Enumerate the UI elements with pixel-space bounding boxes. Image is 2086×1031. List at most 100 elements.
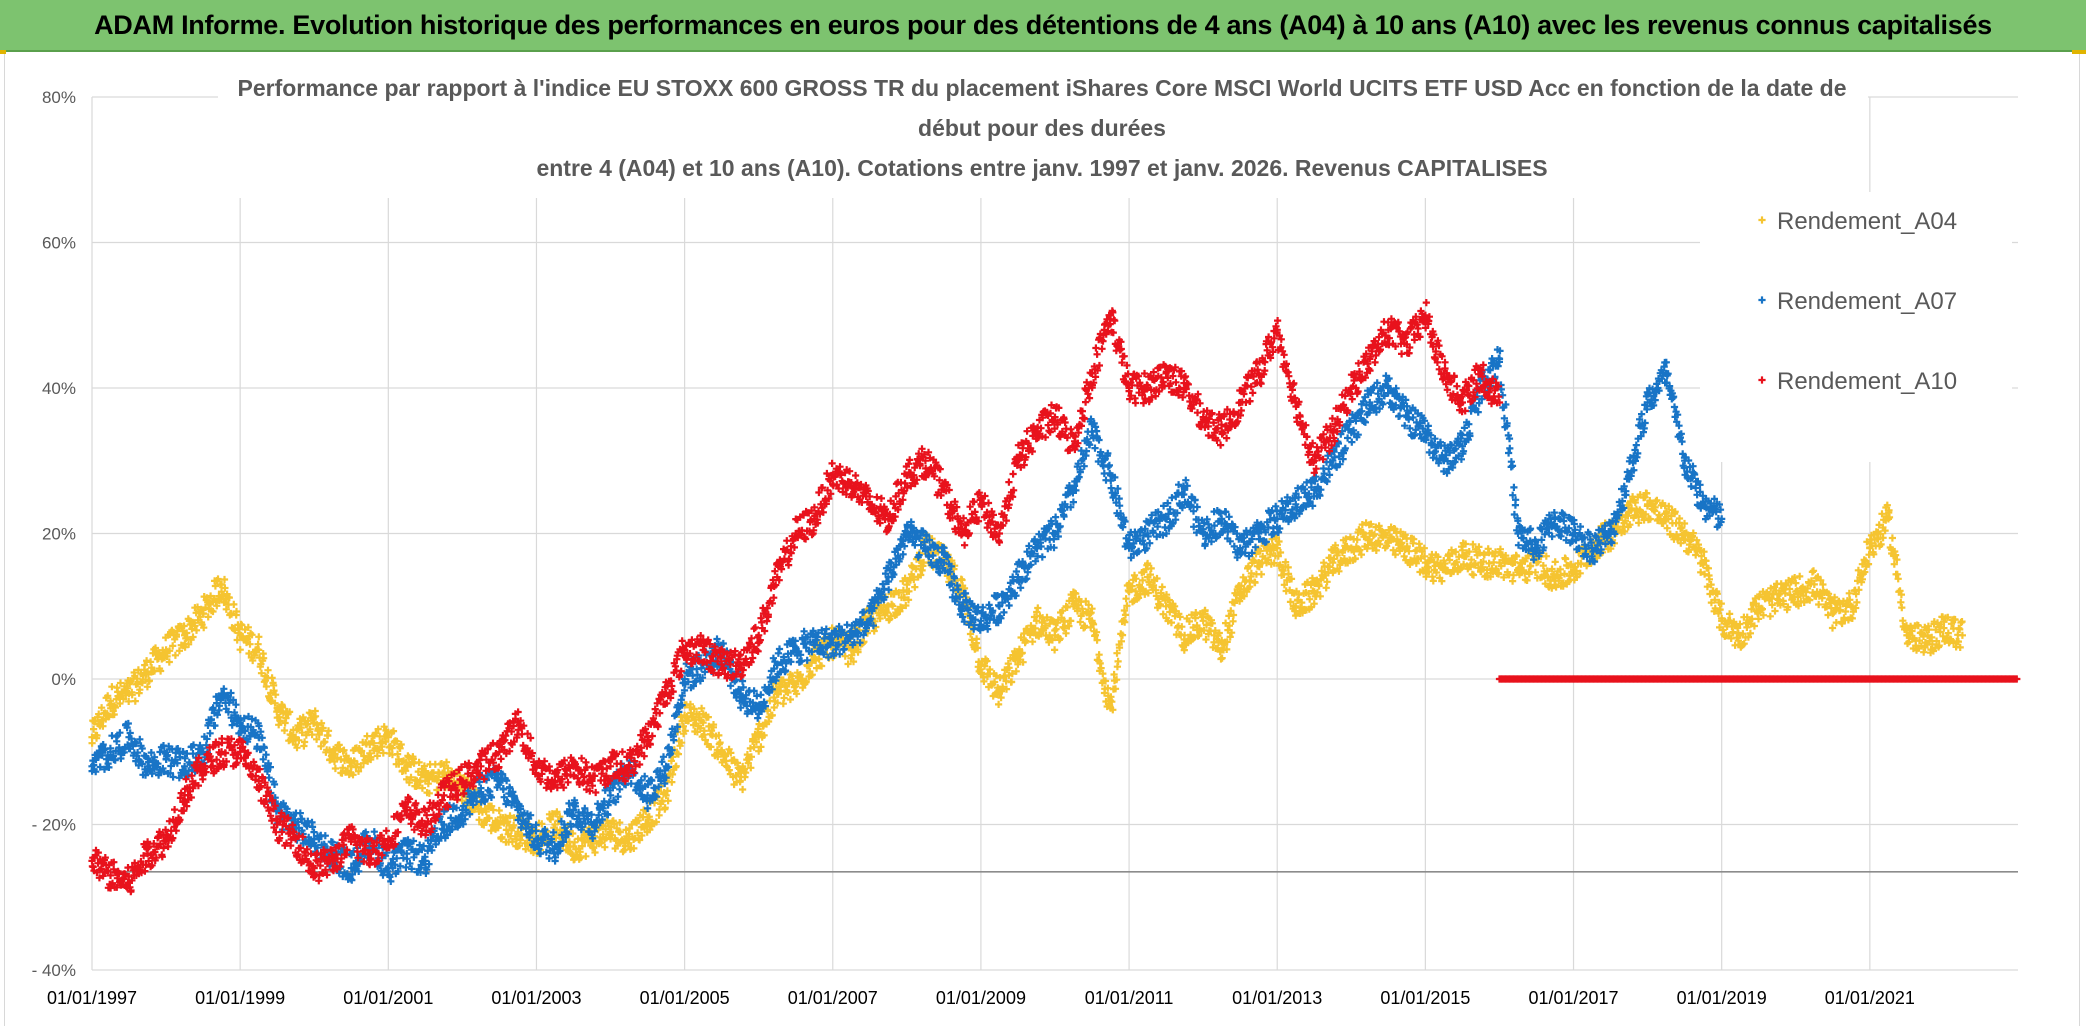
- data-point: [171, 651, 179, 659]
- data-point: [755, 747, 763, 755]
- data-point: [125, 697, 133, 705]
- data-point: [301, 738, 309, 746]
- data-point: [808, 671, 816, 679]
- data-point: [321, 832, 329, 840]
- data-point: [360, 752, 368, 760]
- data-point: [750, 743, 758, 751]
- data-point: [116, 679, 125, 687]
- data-point: [716, 739, 724, 747]
- data-point: [175, 647, 183, 655]
- data-point: [324, 727, 333, 735]
- data-point: [747, 764, 755, 772]
- data-point: [1562, 555, 1570, 563]
- data-point: [1257, 570, 1265, 578]
- data-point: [444, 764, 452, 772]
- data-point: [1828, 624, 1837, 632]
- data-point: [286, 708, 294, 716]
- data-point: [1034, 604, 1042, 612]
- data-point: [498, 833, 506, 841]
- data-point: [397, 740, 405, 749]
- data-point: [1510, 483, 1518, 491]
- data-point: [747, 753, 755, 761]
- data-point: [1028, 638, 1037, 646]
- data-point: [755, 720, 763, 728]
- data-point: [841, 652, 849, 660]
- data-point: [276, 717, 284, 725]
- data-point: [248, 631, 256, 639]
- data-point: [382, 738, 390, 746]
- data-point: [1396, 412, 1404, 420]
- data-point: [337, 755, 345, 763]
- data-point: [270, 687, 278, 695]
- data-point: [1896, 587, 1904, 595]
- data-point: [425, 789, 433, 797]
- data-point: [402, 767, 410, 775]
- data-point: [628, 820, 636, 829]
- data-point: [1726, 610, 1734, 618]
- data-point: [260, 654, 268, 662]
- data-point: [331, 764, 339, 773]
- data-point: [191, 622, 199, 630]
- data-point: [714, 753, 722, 761]
- data-point: [630, 844, 638, 852]
- data-point: [1898, 604, 1906, 612]
- data-point: [143, 683, 151, 691]
- data-point: [582, 852, 590, 860]
- data-point: [876, 614, 884, 623]
- data-point: [475, 816, 483, 824]
- data-point: [414, 781, 422, 790]
- data-point: [373, 752, 381, 760]
- data-point: [488, 802, 496, 810]
- data-point: [482, 807, 490, 816]
- data-point: [693, 728, 701, 736]
- data-point: [601, 843, 609, 851]
- data-point: [547, 815, 555, 823]
- data-point: [220, 575, 229, 584]
- data-point: [700, 727, 708, 735]
- data-point: [1551, 558, 1559, 566]
- data-point: [265, 774, 273, 782]
- data-point: [770, 703, 778, 712]
- data-point: [638, 831, 646, 840]
- data-point: [793, 690, 801, 698]
- data-point: [1508, 462, 1517, 470]
- data-point: [1920, 648, 1928, 656]
- data-point: [317, 719, 326, 727]
- data-point: [374, 725, 382, 733]
- data-point: [380, 723, 388, 731]
- data-point: [299, 713, 307, 721]
- data-point: [1017, 584, 1025, 592]
- gridlines: [91, 96, 2018, 971]
- data-point: [271, 699, 279, 707]
- data-point: [422, 767, 430, 775]
- data-point: [775, 645, 784, 653]
- data-point: [626, 824, 634, 833]
- data-point: [849, 658, 858, 666]
- data-point: [1796, 572, 1804, 580]
- data-point: [1114, 657, 1122, 665]
- data-point: [1505, 449, 1513, 457]
- data-point: [485, 814, 493, 822]
- data-point: [407, 773, 415, 781]
- data-point: [681, 727, 689, 735]
- data-point: [119, 695, 128, 703]
- data-point: [652, 818, 660, 826]
- data-point: [788, 672, 796, 680]
- series-scatter: [88, 346, 1725, 885]
- data-point: [189, 633, 197, 641]
- data-point: [590, 844, 598, 852]
- data-point: [822, 625, 830, 633]
- data-point: [344, 754, 352, 763]
- data-point: [358, 747, 366, 755]
- data-point: [690, 705, 698, 713]
- data-point: [405, 778, 413, 787]
- series-A07: [88, 346, 1726, 885]
- data-point: [667, 757, 675, 765]
- data-point: [634, 816, 642, 825]
- data-point: [786, 695, 794, 704]
- data-point: [104, 692, 112, 700]
- data-point: [677, 713, 685, 721]
- data-point: [674, 750, 682, 758]
- data-point: [591, 848, 599, 857]
- data-point: [204, 613, 212, 621]
